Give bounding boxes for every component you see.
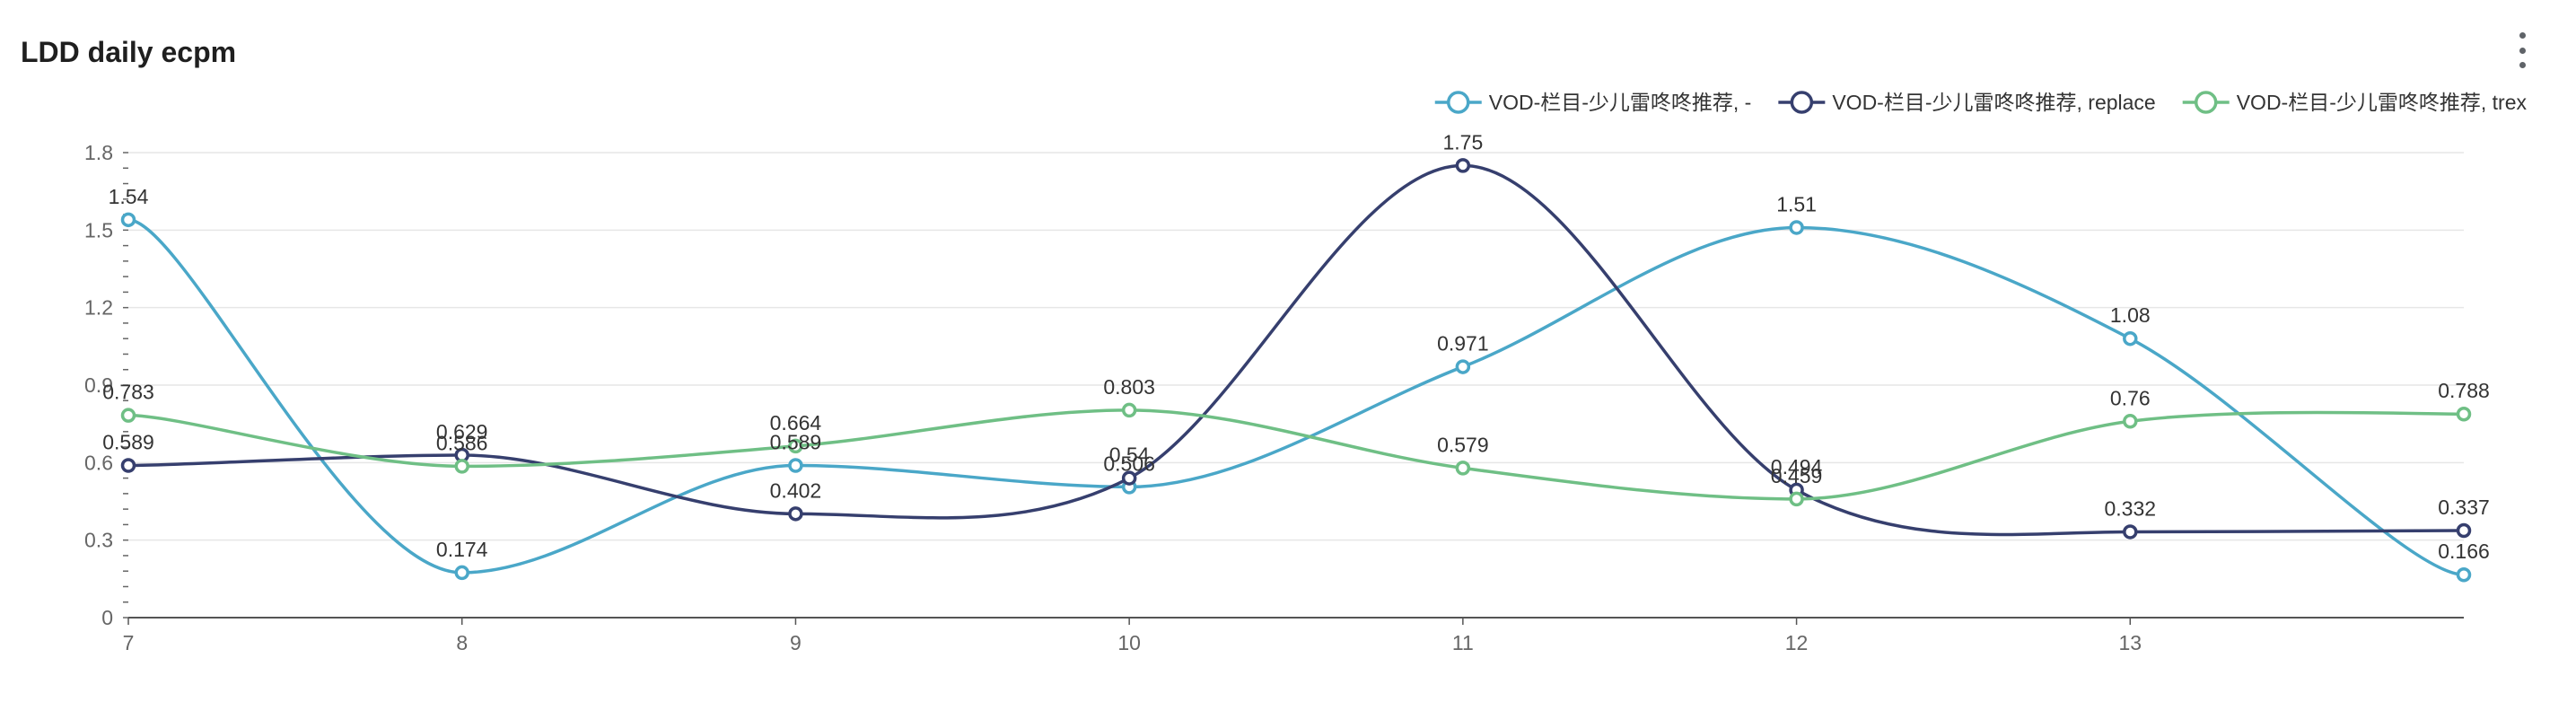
data-label: 0.337	[2438, 496, 2490, 519]
data-label: 0.166	[2438, 540, 2490, 563]
data-point	[788, 506, 803, 522]
legend: VOD-栏目-少儿雷咚咚推荐, - VOD-栏目-少儿雷咚咚推荐, replace…	[1434, 91, 2528, 114]
data-point	[454, 459, 469, 474]
data-label: 0.803	[1103, 375, 1155, 399]
more-dot	[2519, 47, 2526, 54]
data-point	[120, 212, 136, 228]
data-point	[120, 408, 136, 423]
data-label: 0.459	[1771, 464, 1823, 487]
data-point	[1121, 402, 1137, 418]
data-label: 1.08	[2110, 303, 2151, 327]
y-tick-label: 0.3	[84, 529, 113, 552]
chart-header: LDD daily ecpm	[21, 31, 236, 74]
legend-label: VOD-栏目-少儿雷咚咚推荐, -	[1489, 91, 1752, 114]
x-tick-label: 7	[123, 631, 135, 654]
data-label: 1.75	[1442, 130, 1483, 154]
data-label: 0.506	[1103, 452, 1155, 475]
data-point	[2456, 522, 2472, 539]
data-point	[1455, 461, 1471, 476]
legend-circle-icon	[1790, 91, 1814, 114]
legend-item[interactable]: VOD-栏目-少儿雷咚咚推荐, replace	[1778, 91, 2156, 114]
data-label: 0.586	[436, 431, 488, 454]
y-tick-label: 1.8	[84, 141, 113, 164]
data-label: 0.174	[436, 538, 488, 561]
data-point	[2123, 524, 2138, 540]
y-axis-minor-ticks	[123, 152, 128, 619]
y-tick-label: 0.9	[84, 373, 113, 397]
data-label: 0.76	[2110, 386, 2151, 409]
more-dot	[2519, 62, 2526, 68]
data-point	[1121, 470, 1137, 486]
data-point	[1789, 491, 1804, 507]
more-vertical-icon[interactable]	[2511, 32, 2533, 68]
y-tick-label: 1.5	[84, 218, 113, 241]
more-dot	[2519, 32, 2526, 39]
data-labels: 1.54 0.174 0.589 0.506 0.971 1.51 1.08 0.166 0.5…	[102, 130, 2490, 563]
data-label: 0.664	[770, 411, 822, 434]
data-label: 0.54	[1109, 443, 1150, 467]
data-label: 0.788	[2438, 379, 2490, 402]
data-label: 0.332	[2105, 496, 2157, 520]
y-tick-label: 0	[101, 606, 113, 629]
data-point	[454, 565, 469, 581]
grid-lines	[128, 152, 2464, 541]
data-point	[788, 438, 803, 454]
data-point	[2456, 566, 2472, 583]
series-2	[120, 402, 2472, 507]
data-label: 0.589	[102, 430, 154, 453]
series-line	[127, 163, 2465, 537]
series-1	[120, 158, 2472, 540]
x-tick-label: 10	[1117, 631, 1141, 654]
legend-label: VOD-栏目-少儿雷咚咚推荐, replace	[1832, 91, 2155, 114]
data-label: 0.494	[1771, 455, 1823, 478]
series-line	[127, 408, 2465, 501]
x-tick-label: 9	[790, 631, 802, 654]
legend-item[interactable]: VOD-栏目-少儿雷咚咚推荐, -	[1434, 91, 1752, 114]
data-label: 0.971	[1437, 332, 1489, 355]
legend-circle-icon	[1446, 91, 1470, 114]
data-label: 1.51	[1776, 192, 1817, 215]
data-label: 0.402	[770, 478, 822, 502]
legend-circle-icon	[2194, 91, 2218, 114]
y-tick-label: 1.2	[84, 296, 113, 320]
data-label: 0.629	[436, 420, 488, 443]
x-tick-label: 11	[1452, 631, 1474, 654]
x-tick-label: 13	[2118, 631, 2142, 654]
data-label: 1.54	[109, 185, 149, 208]
data-point	[1455, 359, 1471, 374]
data-point	[788, 458, 803, 473]
legend-item[interactable]: VOD-栏目-少儿雷咚咚推荐, trex	[2182, 91, 2528, 114]
data-label: 0.579	[1437, 433, 1489, 456]
legend-label: VOD-栏目-少儿雷咚咚推荐, trex	[2237, 91, 2528, 114]
data-point	[120, 458, 136, 473]
data-point	[2123, 330, 2138, 347]
data-label: 0.783	[102, 381, 154, 404]
data-point	[2456, 406, 2472, 422]
x-tick-label: 8	[456, 631, 468, 654]
y-tick-label: 0.6	[84, 451, 113, 474]
data-point	[1455, 158, 1471, 173]
data-label: 0.589	[770, 430, 822, 453]
series-0	[120, 212, 2472, 583]
data-point	[2123, 414, 2138, 429]
data-point	[1789, 220, 1804, 235]
chart-title: LDD daily ecpm	[21, 35, 237, 68]
x-tick-label: 12	[1785, 631, 1809, 654]
